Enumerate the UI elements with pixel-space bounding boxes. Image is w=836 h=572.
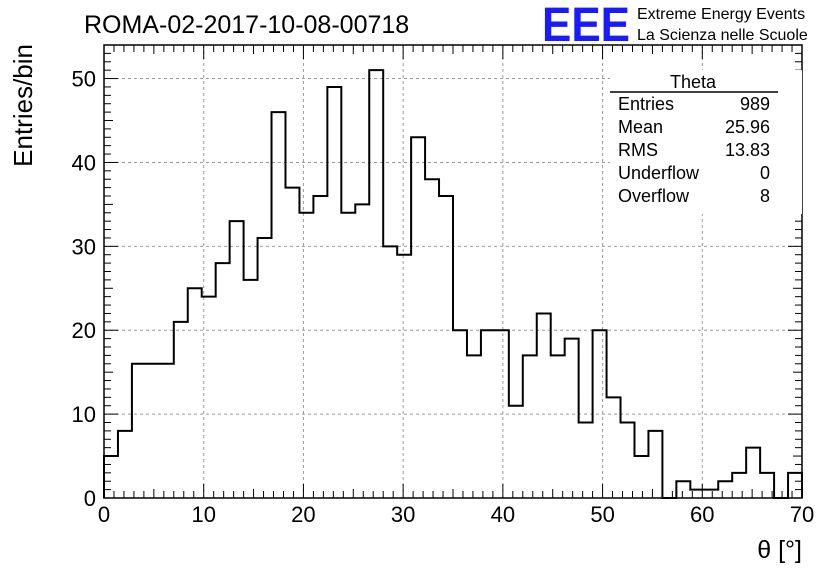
histogram-bin	[146, 364, 160, 498]
histogram-bin	[648, 431, 662, 498]
histogram-bin	[411, 137, 425, 498]
histogram-bin	[579, 423, 593, 499]
stats-rows: Entries 989 Mean 25.96 RMS 13.83 Underflow 0 Ove…	[618, 94, 770, 206]
histogram-bin	[593, 330, 607, 498]
stats-label: Mean	[618, 117, 663, 137]
stats-label: Underflow	[618, 163, 700, 183]
histogram-bin	[327, 87, 341, 498]
stats-value: 0	[760, 163, 770, 183]
histogram-bin	[341, 213, 355, 498]
histogram-bin	[118, 431, 132, 498]
x-tick-label: 10	[191, 502, 215, 527]
x-tick-label: 40	[491, 502, 515, 527]
y-tick-label: 40	[72, 150, 96, 175]
histogram-bin	[383, 246, 397, 498]
histogram-bin	[746, 448, 760, 498]
histogram-bin	[621, 423, 635, 499]
histogram-bin	[439, 196, 453, 498]
stats-label: Entries	[618, 94, 674, 114]
histogram-bin	[202, 297, 216, 498]
y-tick-label: 30	[72, 234, 96, 259]
eee-logo: EEE Extreme Energy Events La Scienza nel…	[542, 0, 808, 52]
histogram-bin	[313, 196, 327, 498]
y-tick-label: 50	[72, 67, 96, 92]
eee-logo-line2: La Scienza nelle Scuole	[637, 27, 808, 44]
eee-logo-mark: EEE	[542, 0, 630, 52]
chart-title: ROMA-02-2017-10-08-00718	[84, 11, 409, 39]
histogram-bin	[676, 481, 690, 498]
histogram-bin	[355, 204, 369, 498]
histogram	[103, 69, 803, 499]
x-tick-label: 60	[690, 502, 714, 527]
stats-box: Theta Entries 989 Mean 25.96 RMS 13.83 Underfl…	[610, 70, 802, 214]
x-tick-label: 70	[790, 502, 814, 527]
stats-value: 989	[740, 94, 770, 114]
histogram-bin	[160, 364, 174, 498]
histogram-bin	[425, 179, 439, 498]
x-tick-label: 30	[391, 502, 415, 527]
stats-value: 13.83	[725, 140, 770, 160]
histogram-bin	[607, 397, 621, 498]
histogram-bin	[565, 339, 579, 498]
histogram-bin	[551, 355, 565, 498]
histogram-bin	[495, 330, 509, 498]
stats-value: 25.96	[725, 117, 770, 137]
histogram-bin	[230, 221, 244, 498]
histogram-bin	[272, 112, 286, 498]
y-axis: 0 10 20 30 40 50	[72, 44, 802, 511]
histogram-bin	[216, 263, 230, 498]
stats-value: 8	[760, 186, 770, 206]
eee-logo-line1: Extreme Energy Events	[637, 6, 805, 23]
stats-title: Theta	[670, 72, 717, 92]
histogram-bin	[174, 322, 188, 498]
histogram-bin	[244, 280, 258, 498]
histogram-bin	[704, 490, 718, 498]
x-axis-label: θ [°]	[757, 536, 802, 564]
histogram-bin	[732, 473, 746, 498]
histogram-bin	[509, 406, 523, 498]
x-axis: 0 10 20 30 40 50 60 70	[98, 45, 814, 527]
histogram-bin	[104, 456, 118, 498]
y-tick-label: 0	[84, 486, 96, 511]
histogram-bin	[788, 473, 802, 498]
stats-label: RMS	[618, 140, 658, 160]
histogram-bin	[299, 213, 313, 498]
histogram-bin	[258, 238, 272, 498]
x-tick-label: 50	[590, 502, 614, 527]
histogram-bin	[369, 70, 383, 498]
stats-box-bg	[610, 70, 802, 214]
histogram-bin	[132, 364, 146, 498]
histogram-bin	[285, 188, 299, 498]
x-tick-label: 0	[98, 502, 110, 527]
histogram-bin	[537, 313, 551, 498]
x-tick-label: 20	[291, 502, 315, 527]
histogram-bin	[188, 288, 202, 498]
histogram-bin	[467, 355, 481, 498]
y-tick-label: 20	[72, 318, 96, 343]
y-axis-label: Entries/bin	[8, 44, 38, 167]
stats-label: Overflow	[618, 186, 690, 206]
histogram-bin	[397, 255, 411, 498]
histogram-bin	[523, 355, 537, 498]
histogram-outline	[103, 69, 803, 499]
y-tick-label: 10	[72, 402, 96, 427]
histogram-bin	[718, 481, 732, 498]
histogram-bin	[634, 456, 648, 498]
histogram-bin	[453, 330, 467, 498]
histogram-bin	[481, 330, 495, 498]
